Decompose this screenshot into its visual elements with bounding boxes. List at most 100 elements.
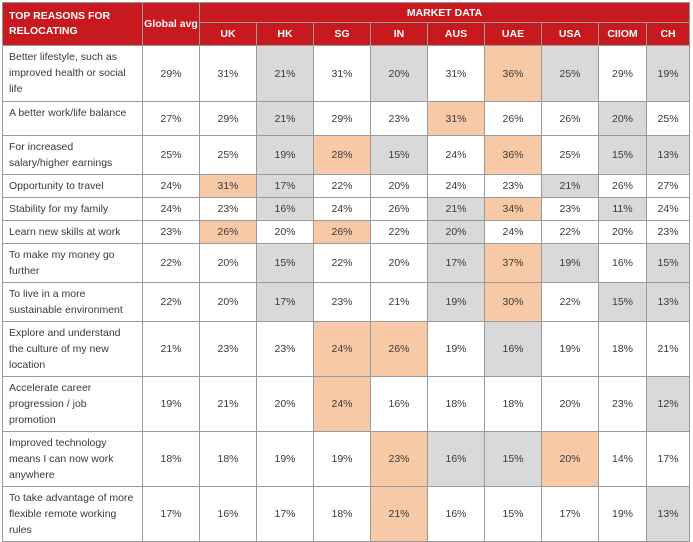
market-value-cell: 18%	[484, 376, 542, 432]
market-value-cell: 19%	[645, 45, 691, 102]
market-value-cell: 31%	[313, 45, 371, 102]
reason-cell: Opportunity to travel	[2, 174, 143, 198]
market-value-cell: 21%	[199, 376, 257, 432]
market-value-cell: 16%	[256, 197, 314, 221]
reason-cell: Improved technology means I can now work…	[2, 431, 143, 487]
market-value-cell: 21%	[370, 486, 428, 542]
market-value-cell: 26%	[313, 220, 371, 244]
market-value-cell: 11%	[598, 197, 647, 221]
market-value-cell: 20%	[199, 243, 257, 283]
table-row: Better lifestyle, such as improved healt…	[2, 45, 691, 102]
market-value-cell: 23%	[370, 101, 428, 136]
market-value-cell: 15%	[256, 243, 314, 283]
market-value-cell: 27%	[645, 174, 691, 198]
market-value-cell: 23%	[484, 174, 542, 198]
table-row: A better work/life balance 27% 29% 21% 29% 23…	[2, 101, 691, 136]
market-value-cell: 23%	[645, 220, 691, 244]
market-value-cell: 31%	[427, 101, 485, 136]
table-row: Improved technology means I can now work…	[2, 431, 691, 487]
market-value-cell: 26%	[598, 174, 647, 198]
market-value-cell: 15%	[370, 135, 428, 175]
market-value-cell: 26%	[484, 101, 542, 136]
reasons-header: TOP REASONS FOR RELOCATING	[2, 2, 143, 46]
table-row: To live in a more sustainable environmen…	[2, 282, 691, 322]
global-avg-cell: 24%	[142, 174, 200, 198]
market-value-cell: 16%	[598, 243, 647, 283]
market-value-cell: 26%	[199, 220, 257, 244]
table-row: Learn new skills at work 23% 26% 20% 26% 22% 2…	[2, 220, 691, 244]
market-value-cell: 17%	[256, 174, 314, 198]
market-value-cell: 23%	[199, 321, 257, 377]
market-value-cell: 19%	[427, 282, 485, 322]
reason-cell: Stability for my family	[2, 197, 143, 221]
table-row: To take advantage of more flexible remot…	[2, 486, 691, 542]
market-value-cell: 20%	[427, 220, 485, 244]
market-value-cell: 22%	[370, 220, 428, 244]
market-value-cell: 31%	[199, 45, 257, 102]
reason-cell: For increased salary/higher earnings	[2, 135, 143, 175]
market-value-cell: 25%	[645, 101, 691, 136]
market-value-cell: 19%	[256, 135, 314, 175]
global-avg-cell: 17%	[142, 486, 200, 542]
market-value-cell: 22%	[313, 174, 371, 198]
global-avg-cell: 18%	[142, 431, 200, 487]
market-value-cell: 30%	[484, 282, 542, 322]
market-value-cell: 20%	[541, 431, 599, 487]
market-value-cell: 22%	[541, 220, 599, 244]
market-value-cell: 19%	[256, 431, 314, 487]
market-value-cell: 24%	[484, 220, 542, 244]
market-value-cell: 36%	[484, 45, 542, 102]
market-value-cell: 21%	[541, 174, 599, 198]
market-value-cell: 13%	[645, 135, 691, 175]
market-value-cell: 20%	[598, 101, 647, 136]
reason-cell: Explore and understand the culture of my…	[2, 321, 143, 377]
market-value-cell: 24%	[427, 135, 485, 175]
market-value-cell: 36%	[484, 135, 542, 175]
market-value-cell: 15%	[484, 431, 542, 487]
market-value-cell: 20%	[598, 220, 647, 244]
reason-cell: Learn new skills at work	[2, 220, 143, 244]
table-row: To make my money go further 22% 20% 15% 22% 2…	[2, 243, 691, 283]
market-value-cell: 18%	[199, 431, 257, 487]
market-value-cell: 12%	[645, 376, 691, 432]
market-header-in: IN	[370, 22, 428, 46]
market-value-cell: 17%	[427, 243, 485, 283]
reason-cell: A better work/life balance	[2, 101, 143, 136]
reason-cell: To take advantage of more flexible remot…	[2, 486, 143, 542]
market-value-cell: 24%	[313, 197, 371, 221]
global-avg-cell: 24%	[142, 197, 200, 221]
market-value-cell: 23%	[313, 282, 371, 322]
market-value-cell: 25%	[541, 45, 599, 102]
market-value-cell: 15%	[598, 135, 647, 175]
market-value-cell: 31%	[427, 45, 485, 102]
market-value-cell: 17%	[541, 486, 599, 542]
market-value-cell: 19%	[541, 243, 599, 283]
market-value-cell: 22%	[541, 282, 599, 322]
reason-cell: To live in a more sustainable environmen…	[2, 282, 143, 322]
global-avg-cell: 29%	[142, 45, 200, 102]
market-value-cell: 23%	[256, 321, 314, 377]
market-value-cell: 24%	[313, 321, 371, 377]
market-value-cell: 26%	[541, 101, 599, 136]
market-value-cell: 23%	[370, 431, 428, 487]
market-value-cell: 21%	[370, 282, 428, 322]
market-value-cell: 20%	[370, 45, 428, 102]
market-value-cell: 18%	[313, 486, 371, 542]
market-data-header: MARKET DATA	[198, 2, 691, 23]
market-value-cell: 37%	[484, 243, 542, 283]
market-value-cell: 24%	[645, 197, 691, 221]
global-avg-cell: 22%	[142, 282, 200, 322]
market-value-cell: 23%	[598, 376, 647, 432]
market-value-cell: 26%	[370, 197, 428, 221]
market-value-cell: 26%	[370, 321, 428, 377]
market-value-cell: 17%	[256, 282, 314, 322]
global-avg-cell: 19%	[142, 376, 200, 432]
market-value-cell: 17%	[645, 431, 691, 487]
table-row: Explore and understand the culture of my…	[2, 321, 691, 377]
market-value-cell: 16%	[484, 321, 542, 377]
market-value-cell: 20%	[199, 282, 257, 322]
global-avg-cell: 23%	[142, 220, 200, 244]
market-value-cell: 20%	[370, 243, 428, 283]
global-avg-cell: 22%	[142, 243, 200, 283]
market-value-cell: 14%	[598, 431, 647, 487]
